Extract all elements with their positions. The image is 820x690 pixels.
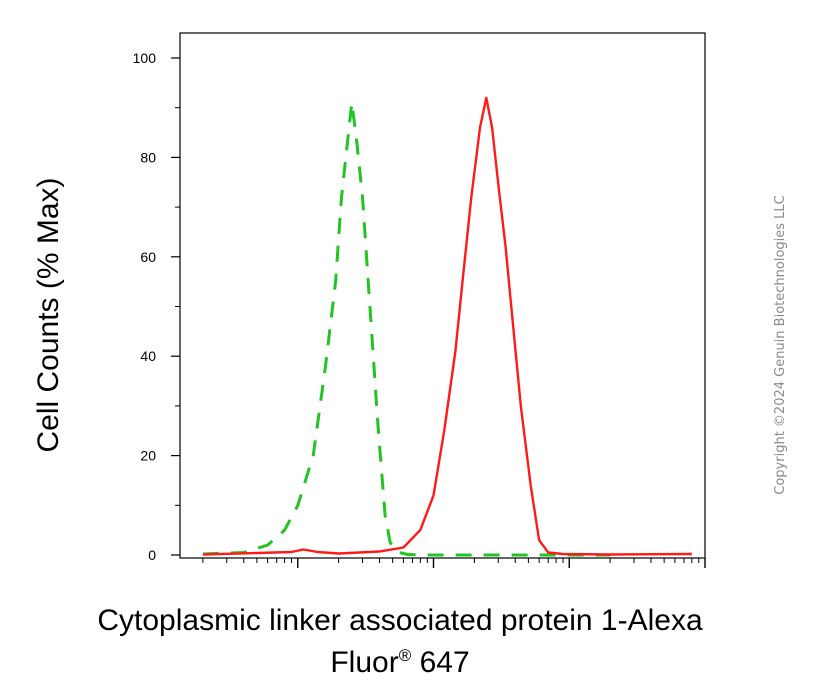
x-axis-label-line2: Fluor® 647 <box>330 646 469 679</box>
y-axis: 0 20 40 60 80 100 <box>133 50 180 563</box>
y-tick-label: 40 <box>140 348 156 364</box>
y-tick-label: 20 <box>140 448 156 464</box>
y-tick-label: 60 <box>140 249 156 265</box>
y-axis-label: Cell Counts (% Max) <box>32 177 65 452</box>
plot-frame <box>179 32 706 559</box>
y-tick-label: 100 <box>133 50 157 66</box>
x-axis-label-line2-tail: 647 <box>411 646 469 679</box>
x-axis <box>202 558 706 568</box>
series-line-1-dashed <box>202 101 611 557</box>
x-axis-label-line1: Cytoplasmic linker associated protein 1-… <box>97 604 703 637</box>
copyright-watermark: Copyright ©2024 Genuin Biotechnologies L… <box>773 195 788 494</box>
y-tick-label: 0 <box>148 547 156 563</box>
registered-mark: ® <box>399 646 412 665</box>
series-line-2-solid <box>202 96 692 556</box>
x-axis-label-line2-main: Fluor <box>330 646 398 679</box>
series-layer <box>202 96 692 557</box>
y-tick-label: 80 <box>140 149 156 165</box>
